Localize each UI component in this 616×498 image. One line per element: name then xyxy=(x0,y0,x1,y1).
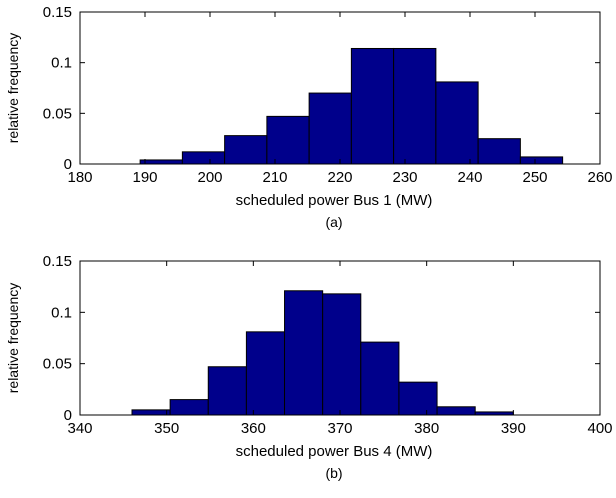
histogram-bar-b-4 xyxy=(284,290,324,416)
histogram-bar-a-7 xyxy=(435,81,479,165)
y-tick-label-a-2: 0.1 xyxy=(51,55,72,72)
histogram-panel-a: 180 190 200 210 220 230 240 250 260 0 0.05 0.1 0.15 r… xyxy=(0,0,616,246)
histogram-bar-b-1 xyxy=(169,399,209,416)
histogram-panel-b: 340 350 360 370 380 390 400 0 0.05 0.1 0.15 relativ… xyxy=(0,247,616,493)
y-tick-label-b-1: 0.05 xyxy=(43,356,72,373)
histogram-bar-b-5 xyxy=(322,293,362,416)
histogram-bar-a-5 xyxy=(350,47,395,165)
y-tick-label-b-2: 0.1 xyxy=(51,304,72,321)
x-tick-label-a-0: 180 xyxy=(67,169,92,186)
x-tick-label-a-6: 240 xyxy=(457,169,482,186)
x-tick-label-b-1: 350 xyxy=(154,420,179,437)
panel-caption-a: (a) xyxy=(325,214,342,230)
histogram-chart-b: 340 350 360 370 380 390 400 0 0.05 0.1 0.15 relativ… xyxy=(5,253,613,481)
y-tick-label-a-0: 0 xyxy=(64,156,72,173)
y-tick-label-a-1: 0.05 xyxy=(43,105,72,122)
y-axis-label-a: relative frequency xyxy=(5,33,21,144)
histogram-bar-a-4 xyxy=(308,92,352,165)
x-tick-label-a-4: 220 xyxy=(327,169,352,186)
histogram-bar-a-8 xyxy=(477,138,521,165)
histogram-bar-a-2 xyxy=(224,135,268,165)
x-tick-label-a-8: 260 xyxy=(587,169,612,186)
y-tick-label-b-0: 0 xyxy=(64,407,72,424)
histogram-bar-b-6 xyxy=(360,341,400,416)
histogram-bar-a-3 xyxy=(266,115,310,165)
histogram-bar-a-1 xyxy=(181,151,226,165)
x-tick-label-a-2: 200 xyxy=(197,169,222,186)
x-tick-label-a-1: 190 xyxy=(132,169,157,186)
x-tick-label-b-3: 370 xyxy=(327,420,352,437)
y-tick-label-a-3: 0.15 xyxy=(43,4,72,21)
panel-caption-b: (b) xyxy=(325,465,342,481)
x-tick-label-b-2: 360 xyxy=(241,420,266,437)
x-tick-label-b-4: 380 xyxy=(414,420,439,437)
x-tick-label-b-0: 340 xyxy=(67,420,92,437)
histogram-bar-b-3 xyxy=(245,331,286,416)
histogram-bar-a-9 xyxy=(519,156,564,165)
x-axis-label-b: scheduled power Bus 4 (MW) xyxy=(236,443,433,460)
x-tick-label-b-6: 400 xyxy=(587,420,612,437)
histogram-chart-a: 180 190 200 210 220 230 240 250 260 0 0.05 0.1 0.15 r… xyxy=(5,4,613,230)
histogram-bar-b-7 xyxy=(398,381,438,416)
x-tick-label-a-7: 250 xyxy=(522,169,547,186)
x-tick-label-b-5: 390 xyxy=(501,420,526,437)
histogram-bar-b-2 xyxy=(207,366,247,416)
histogram-bar-b-0 xyxy=(131,409,171,416)
histogram-bar-a-6 xyxy=(393,47,437,165)
histogram-bar-a-0 xyxy=(139,159,183,165)
x-tick-label-a-3: 210 xyxy=(262,169,287,186)
x-tick-label-a-5: 230 xyxy=(392,169,417,186)
histogram-bar-b-8 xyxy=(436,406,476,416)
x-axis-label-a: scheduled power Bus 1 (MW) xyxy=(236,192,433,209)
y-tick-label-b-3: 0.15 xyxy=(43,253,72,270)
y-axis-label-b: relative frequency xyxy=(5,283,21,394)
